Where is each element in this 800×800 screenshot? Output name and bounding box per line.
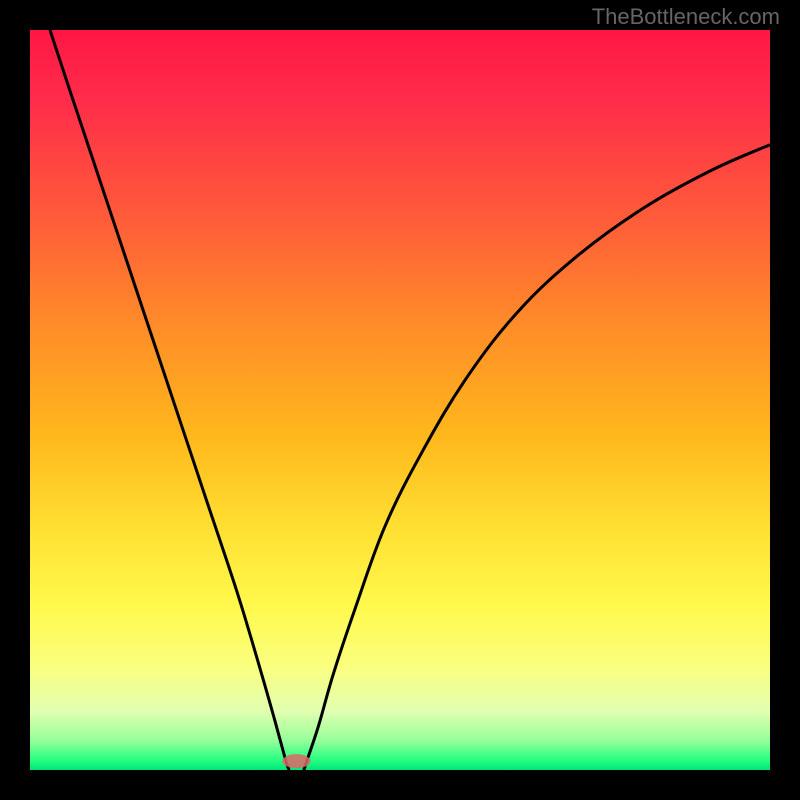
bottleneck-chart [30,30,770,770]
chart-svg [30,30,770,770]
watermark-text: TheBottleneck.com [592,4,780,30]
chart-background [30,30,770,770]
optimal-marker [282,754,310,768]
